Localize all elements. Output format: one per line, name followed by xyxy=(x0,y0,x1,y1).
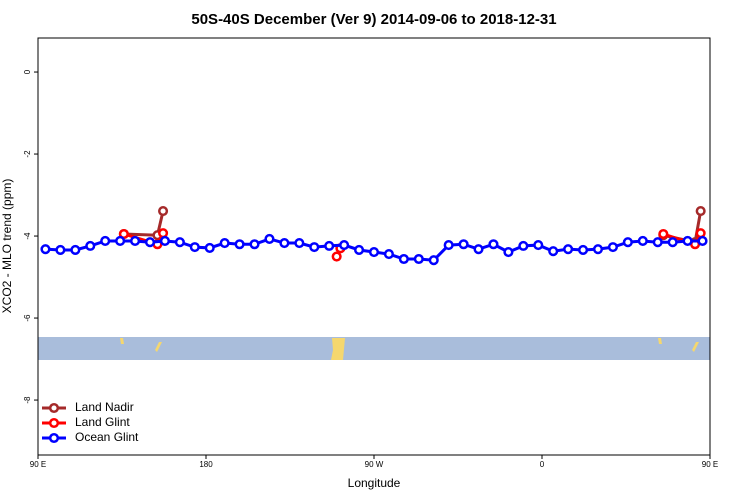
point xyxy=(264,233,275,244)
point xyxy=(548,246,559,257)
point xyxy=(189,242,200,253)
point xyxy=(592,244,604,255)
x-tick-label: 0 xyxy=(540,460,545,469)
point xyxy=(115,235,126,247)
point xyxy=(563,244,574,255)
legend-marker xyxy=(48,417,60,429)
point xyxy=(518,240,529,251)
point xyxy=(533,240,544,251)
point xyxy=(100,235,111,247)
point xyxy=(503,246,514,258)
point xyxy=(55,244,66,256)
point xyxy=(473,244,484,255)
legend-label: Ocean Glint xyxy=(75,430,139,444)
point xyxy=(428,255,439,266)
point xyxy=(158,228,169,239)
ocean-band xyxy=(38,337,710,360)
point xyxy=(354,244,365,256)
point xyxy=(697,235,708,247)
point xyxy=(331,251,342,262)
y-tick-label: -6 xyxy=(23,314,32,322)
point xyxy=(85,240,96,251)
y-tick-label: -4 xyxy=(23,232,32,240)
chart-title: 50S-40S December (Ver 9) 2014-09-06 to 2… xyxy=(191,11,556,28)
y-tick-label: -2 xyxy=(23,150,32,158)
point xyxy=(130,235,141,247)
point xyxy=(368,246,380,258)
point xyxy=(174,237,185,248)
point xyxy=(324,240,335,251)
point xyxy=(204,242,215,253)
point xyxy=(413,253,424,265)
point xyxy=(158,205,169,217)
point xyxy=(70,244,81,256)
point xyxy=(40,244,51,255)
point xyxy=(695,228,706,239)
point xyxy=(234,239,245,250)
point xyxy=(383,249,394,260)
legend-marker xyxy=(48,402,60,414)
legend-label: Land Glint xyxy=(75,415,130,429)
point xyxy=(622,237,633,248)
point xyxy=(219,237,230,249)
legend-marker xyxy=(48,432,60,444)
point xyxy=(652,237,663,248)
point xyxy=(607,242,618,253)
point xyxy=(159,235,170,247)
point xyxy=(488,239,499,250)
map-strip xyxy=(38,337,710,360)
x-tick-label: 90 W xyxy=(365,460,384,469)
point xyxy=(279,237,290,249)
point xyxy=(294,237,305,249)
point xyxy=(682,235,693,247)
point xyxy=(398,253,409,265)
point xyxy=(443,240,454,251)
point xyxy=(637,235,648,247)
point xyxy=(339,240,350,251)
y-tick-label: -8 xyxy=(23,396,32,404)
point xyxy=(695,205,706,217)
x-tick-label: 90 E xyxy=(30,460,46,469)
point xyxy=(667,237,678,248)
y-axis-label: XCO2 - MLO trend (ppm) xyxy=(0,179,14,314)
point xyxy=(658,228,669,240)
x-axis-label: Longitude xyxy=(348,476,401,490)
legend-label: Land Nadir xyxy=(75,400,134,414)
x-tick-label: 180 xyxy=(199,460,213,469)
point xyxy=(309,242,320,253)
point xyxy=(144,237,156,248)
x-tick-label: 90 E xyxy=(702,460,718,469)
series-line xyxy=(123,210,703,244)
point xyxy=(458,239,469,250)
point xyxy=(249,239,260,250)
point xyxy=(578,244,589,256)
y-tick-label: 0 xyxy=(23,69,32,74)
